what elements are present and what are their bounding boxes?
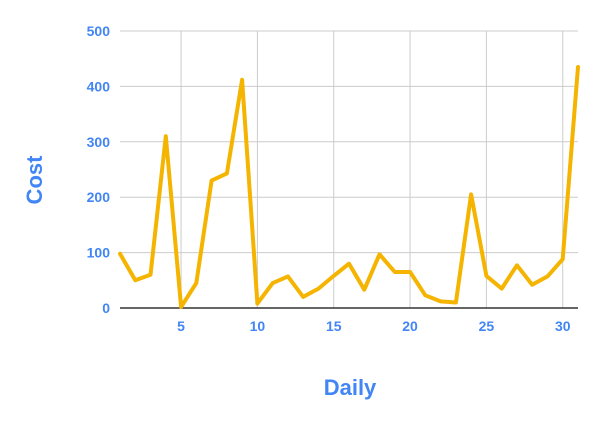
x-tick-label: 20 — [402, 318, 418, 334]
gridlines — [120, 30, 578, 308]
x-tick-label: 25 — [479, 318, 495, 334]
y-axis-title: Cost — [22, 155, 47, 205]
y-axis-ticks: 0 100 200 300 400 500 — [87, 23, 111, 316]
x-tick-label: 30 — [555, 318, 571, 334]
y-tick-label: 500 — [87, 23, 111, 39]
y-tick-label: 200 — [87, 189, 111, 205]
x-tick-label: 10 — [250, 318, 266, 334]
y-tick-label: 300 — [87, 134, 111, 150]
y-tick-label: 400 — [87, 78, 111, 94]
x-tick-label: 15 — [326, 318, 342, 334]
x-axis-title: Daily — [324, 375, 377, 400]
series-line-0 — [118, 65, 580, 309]
x-axis-ticks: 5 10 15 20 25 30 — [177, 318, 571, 334]
x-tick-label: 5 — [177, 318, 185, 334]
y-tick-label: 100 — [87, 245, 111, 261]
series-group — [118, 65, 580, 309]
y-tick-label: 0 — [102, 300, 110, 316]
